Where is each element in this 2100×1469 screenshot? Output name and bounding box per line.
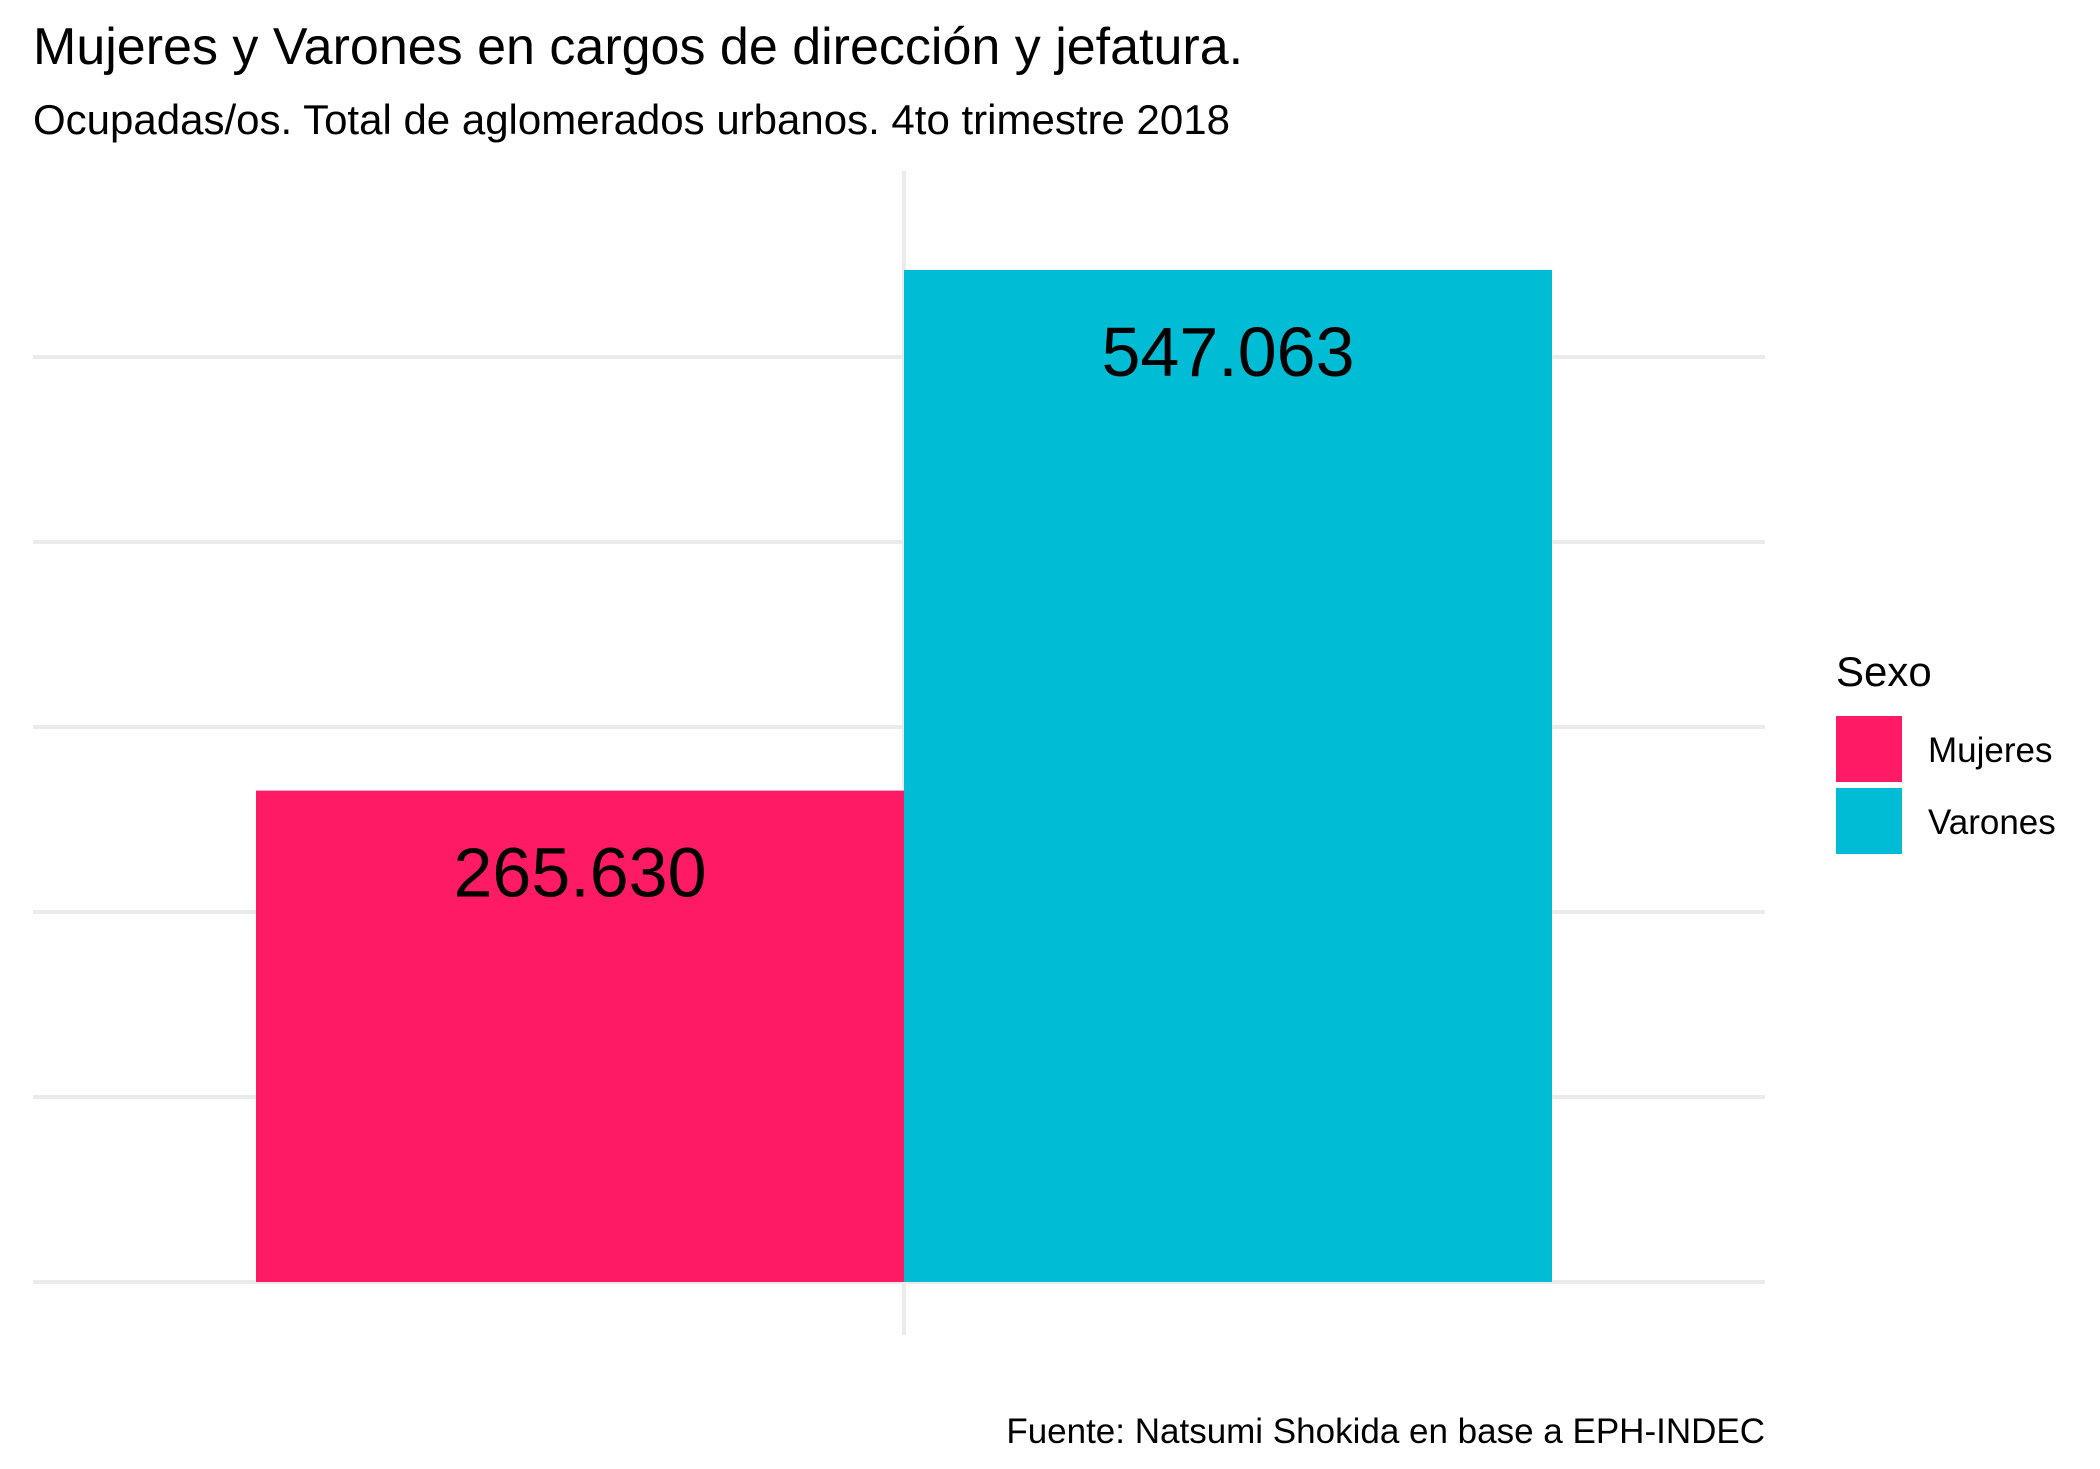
chart-title: Mujeres y Varones en cargos de dirección…: [33, 18, 1243, 76]
data-labels: 265.630 547.063: [453, 313, 1354, 912]
legend: Sexo Mujeres Varones: [1836, 648, 2056, 854]
chart-caption: Fuente: Natsumi Shokida en base a EPH-IN…: [1006, 1412, 1765, 1451]
bars: [256, 269, 1552, 1282]
bar-mujeres: [256, 790, 904, 1282]
data-label-varones: 547.063: [1101, 313, 1354, 391]
bar-varones: [904, 269, 1552, 1282]
plot-panel: 265.630 547.063: [33, 171, 1765, 1335]
legend-title: Sexo: [1836, 648, 1932, 695]
legend-entries: Mujeres Varones: [1836, 716, 2056, 854]
data-label-mujeres: 265.630: [453, 834, 706, 912]
legend-key-mujeres: [1836, 716, 1902, 782]
legend-label-mujeres: Mujeres: [1928, 731, 2052, 770]
legend-key-varones: [1836, 788, 1902, 854]
legend-label-varones: Varones: [1928, 803, 2056, 842]
chart-subtitle: Ocupadas/os. Total de aglomerados urbano…: [33, 96, 1230, 143]
